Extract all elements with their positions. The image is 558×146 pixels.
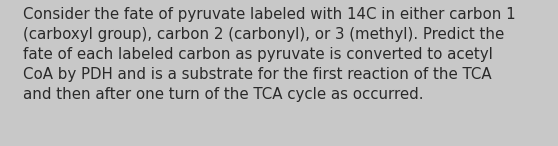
Text: Consider the fate of pyruvate labeled with 14C in either carbon 1
(carboxyl grou: Consider the fate of pyruvate labeled wi… xyxy=(23,7,516,102)
